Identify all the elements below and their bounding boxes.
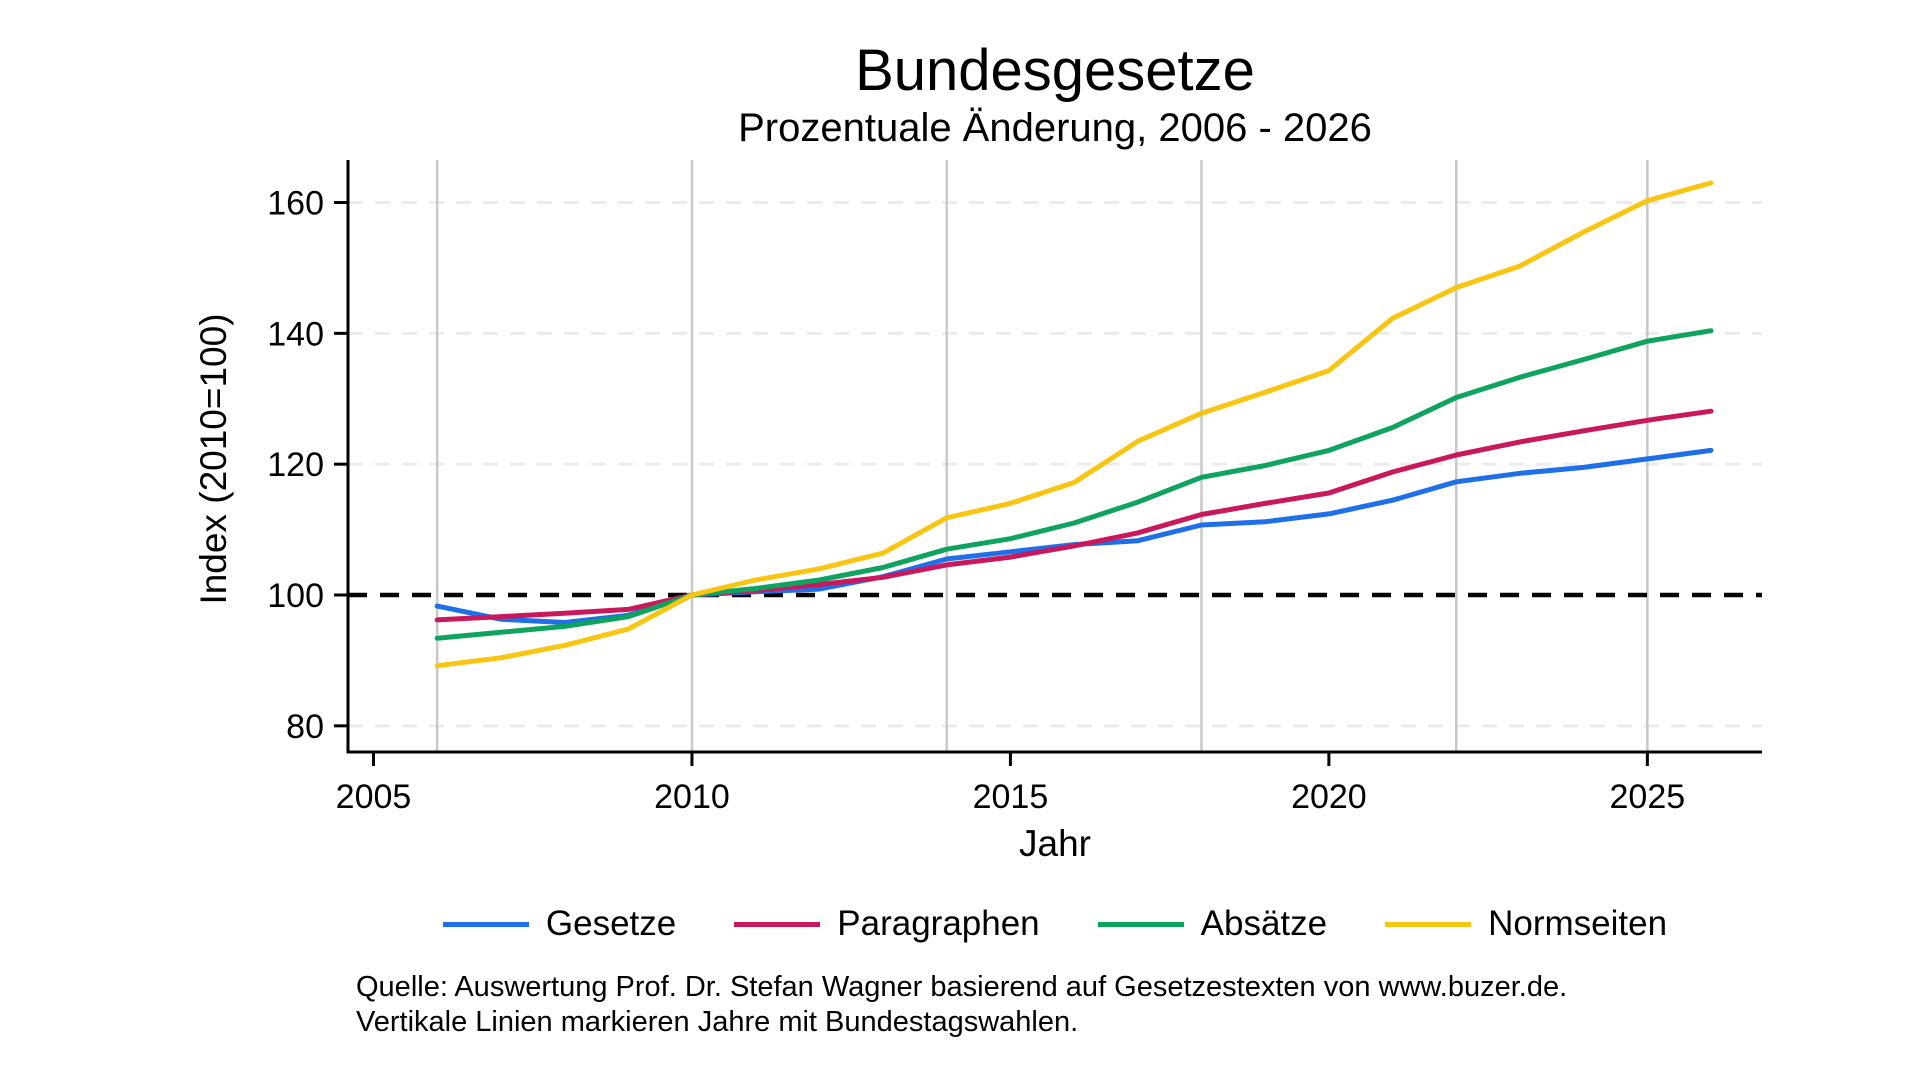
y-tick-label-160: 160: [267, 185, 324, 223]
chart-subtitle: Prozentuale Änderung, 2006 - 2026: [738, 106, 1372, 150]
legend-item-paragraphen: Paragraphen: [734, 900, 1040, 948]
x-tick-label-2025: 2025: [1610, 778, 1686, 816]
legend-swatch-gesetze: [442, 921, 529, 927]
legend-label-gesetze: Gesetze: [545, 904, 677, 943]
legend-swatch-absätze: [1097, 921, 1184, 927]
series-line-paragraphen: [434, 408, 1714, 623]
x-axis-label: Jahr: [1019, 823, 1091, 864]
x-tick-label-2015: 2015: [973, 778, 1049, 816]
legend-label-paragraphen: Paragraphen: [837, 904, 1040, 943]
legend-label-absätze: Absätze: [1200, 904, 1328, 943]
x-tick-label-2010: 2010: [654, 778, 730, 816]
legend-swatch-paragraphen: [734, 921, 821, 927]
y-tick-label-140: 140: [267, 315, 324, 353]
source-line-1: Quelle: Auswertung Prof. Dr. Stefan Wagn…: [356, 971, 1568, 1003]
series-line-normseiten: [434, 180, 1714, 669]
series-line-gesetze: [434, 447, 1714, 625]
source-line-2: Vertikale Linien markieren Jahre mit Bun…: [356, 1006, 1079, 1038]
series-line-absätze: [434, 328, 1714, 641]
y-axis-label: Index (2010=100): [193, 313, 234, 605]
y-tick-label-120: 120: [267, 446, 324, 484]
source-note: Quelle: Auswertung Prof. Dr. Stefan Wagn…: [356, 970, 1567, 1040]
x-tick-label-2020: 2020: [1291, 778, 1367, 816]
y-tick-label-80: 80: [286, 708, 324, 746]
chart-title: Bundesgesetze: [855, 38, 1255, 103]
y-tick-label-100: 100: [267, 577, 324, 615]
legend: Gesetze Paragraphen Absätze Normseiten: [348, 900, 1762, 948]
legend-swatch-normseiten: [1385, 921, 1472, 927]
x-tick-label-2005: 2005: [336, 778, 412, 816]
legend-item-gesetze: Gesetze: [442, 900, 677, 948]
legend-item-absätze: Absätze: [1097, 900, 1328, 948]
legend-item-normseiten: Normseiten: [1385, 900, 1667, 948]
legend-label-normseiten: Normseiten: [1488, 904, 1668, 943]
